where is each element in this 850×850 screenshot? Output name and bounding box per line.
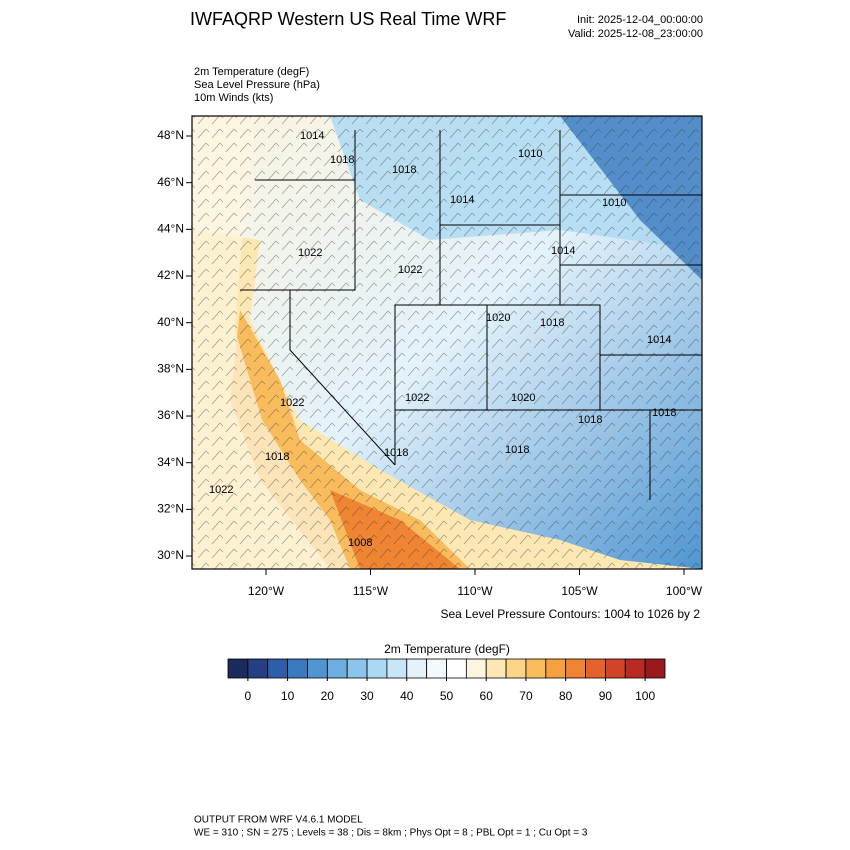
contour-label: 1018: [540, 317, 564, 329]
contour-label: 1018: [652, 407, 676, 419]
color-box: [525, 658, 547, 679]
colorbar: 0 10 20 30 40 50 60 70 80 90 100: [227, 658, 666, 703]
color-box: [267, 658, 288, 679]
lat-label: 30°N: [157, 548, 184, 562]
lon-label: 115°W: [353, 584, 389, 598]
color-box: [485, 658, 507, 679]
contour-label: 1022: [398, 264, 422, 276]
contour-note: Sea Level Pressure Contours: 1004 to 102…: [441, 607, 701, 621]
lat-label: 40°N: [157, 315, 184, 329]
contour-label: 1014: [450, 194, 474, 206]
contour-label: 1014: [647, 334, 671, 346]
contour-label: 1020: [511, 392, 535, 404]
contour-label: 1018: [384, 447, 408, 459]
lon-label: 120°W: [248, 584, 285, 598]
color-box: [505, 658, 527, 679]
wind-barbs: [192, 116, 702, 569]
lat-label: 34°N: [157, 455, 184, 469]
contour-label: 1022: [298, 247, 322, 259]
contour-label: 1018: [330, 154, 354, 166]
color-box: [326, 658, 348, 679]
lon-label: 100°W: [666, 584, 703, 598]
colorbar-tick-label: 10: [281, 689, 295, 703]
lat-label: 36°N: [157, 408, 184, 422]
colorbar-tick-label: 20: [321, 689, 335, 703]
color-box: [585, 658, 606, 679]
color-box: [366, 658, 388, 679]
lon-label: 110°W: [457, 584, 493, 598]
colorbar-tick-label: 80: [559, 689, 573, 703]
colorbar-title: 2m Temperature (degF): [384, 642, 510, 656]
color-box: [426, 658, 447, 679]
colorbar-tick-label: 40: [400, 689, 414, 703]
color-box: [247, 658, 269, 679]
field-label: Sea Level Pressure (hPa): [194, 79, 320, 91]
color-box: [227, 658, 249, 679]
color-box: [406, 658, 428, 679]
contour-label: 1018: [265, 451, 289, 463]
color-box: [287, 658, 308, 679]
footer-model: OUTPUT FROM WRF V4.6.1 MODEL: [194, 815, 363, 826]
contour-label: 1010: [518, 148, 542, 160]
color-box: [545, 658, 567, 679]
contour-label: 1008: [348, 537, 372, 549]
contour-label: 1018: [392, 164, 416, 176]
contour-label: 1010: [602, 197, 626, 209]
lat-label: 44°N: [157, 222, 184, 236]
lat-label: 48°N: [157, 128, 184, 142]
lat-label: 46°N: [157, 175, 184, 189]
color-box: [465, 658, 487, 679]
colorbar-tick-label: 0: [245, 689, 252, 703]
colorbar-tick-label: 70: [519, 689, 533, 703]
contour-label: 1018: [505, 444, 529, 456]
field-label: 2m Temperature (degF): [194, 66, 309, 78]
lat-label: 32°N: [157, 502, 184, 516]
colorbar-tick-label: 60: [480, 689, 494, 703]
contour-label: 1022: [280, 397, 304, 409]
lon-label: 105°W: [561, 584, 598, 598]
contour-label: 1014: [300, 130, 324, 142]
lat-label: 38°N: [157, 362, 184, 376]
map: 1014 1018 1018 1014 1010 1010 1014 1022 …: [157, 115, 703, 598]
contour-label: 1022: [405, 392, 429, 404]
contour-label: 1020: [486, 312, 510, 324]
colorbar-tick-label: 50: [440, 689, 454, 703]
valid-time: Valid: 2025-12-08_23:00:00: [568, 28, 703, 40]
contour-label: 1022: [209, 484, 233, 496]
color-box: [307, 658, 328, 679]
contour-label: 1018: [578, 414, 602, 426]
state-borders: [240, 130, 702, 500]
colorbar-tick-label: 90: [599, 689, 613, 703]
color-box: [644, 658, 666, 679]
footer-config: WE = 310 ; SN = 275 ; Levels = 38 ; Dis …: [194, 828, 588, 839]
field-label: 10m Winds (kts): [194, 92, 273, 104]
color-box: [346, 658, 368, 679]
color-box: [565, 658, 586, 679]
init-time: Init: 2025-12-04_00:00:00: [577, 14, 703, 26]
map-frame: [191, 115, 703, 570]
colorbar-tick-label: 30: [360, 689, 374, 703]
contour-labels: 1014 1018 1018 1014 1010 1010 1014 1022 …: [209, 130, 676, 549]
contour-label: 1014: [551, 245, 575, 257]
color-box: [624, 658, 646, 679]
color-box: [446, 658, 467, 679]
color-box: [605, 658, 626, 679]
lat-label: 42°N: [157, 268, 184, 282]
color-box: [386, 658, 408, 679]
title: IWFAQRP Western US Real Time WRF: [190, 9, 506, 29]
colorbar-tick-label: 100: [635, 689, 655, 703]
